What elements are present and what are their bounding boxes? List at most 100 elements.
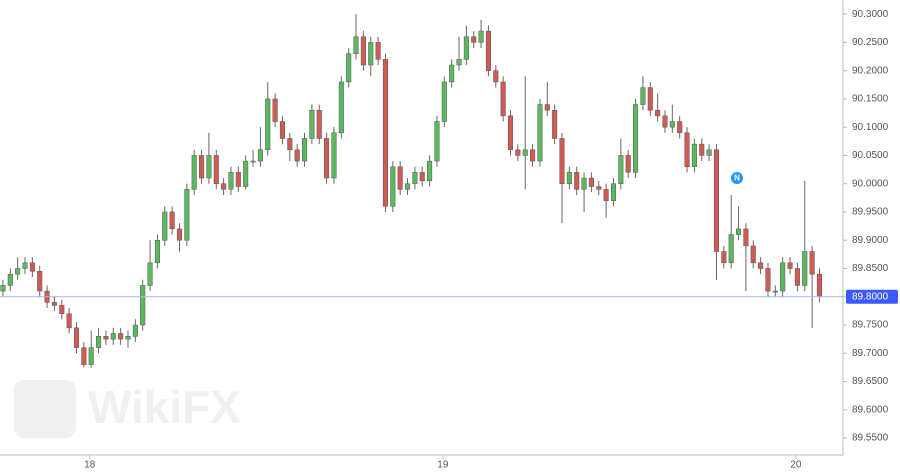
candle-body (691, 143, 697, 167)
candle-body (162, 211, 168, 241)
y-tick-label: 89.6000 (852, 404, 889, 415)
candle-body (243, 160, 249, 187)
candle-body (22, 262, 28, 269)
candle-body (434, 121, 440, 162)
candle-body (199, 155, 205, 179)
candle-body (154, 239, 160, 264)
candle-body (736, 228, 742, 235)
candle-body (176, 228, 183, 241)
candle-body (272, 98, 278, 122)
candle-body (427, 160, 433, 182)
price-label-box (846, 289, 898, 304)
candle-body (257, 149, 263, 162)
candle-body (640, 87, 646, 105)
candle-body (471, 36, 477, 43)
y-tick-label: 89.5500 (852, 433, 889, 444)
candle-body (66, 313, 72, 329)
candle-body (265, 98, 271, 151)
candle-body (463, 36, 469, 60)
candle-body (530, 149, 536, 162)
candle-body (515, 149, 521, 156)
candle-body (221, 183, 227, 190)
candle-body (206, 155, 212, 179)
candle-body (441, 81, 447, 122)
y-tick-label: 90.1500 (852, 94, 889, 105)
candle-body (59, 304, 65, 314)
candle-body (96, 336, 102, 348)
candles (0, 14, 822, 368)
candle-body (765, 268, 771, 292)
candle-body (331, 132, 337, 179)
candle-body (699, 143, 705, 156)
watermark: WikiFX (14, 380, 241, 438)
candle-body (250, 160, 256, 163)
candle-body (566, 172, 572, 184)
candle-body (279, 121, 286, 139)
candle-body (449, 64, 455, 83)
candle-body (478, 30, 484, 43)
event-marker[interactable] (731, 172, 743, 184)
candle-body (360, 36, 366, 66)
candle-body (713, 149, 720, 252)
candle-body (522, 149, 528, 156)
candle-body (677, 121, 683, 134)
candle-body (404, 183, 411, 190)
candle-body (140, 285, 146, 326)
candle-body (655, 109, 661, 117)
candle-body (456, 59, 462, 66)
candle-body (618, 155, 624, 184)
candle-body (493, 70, 499, 83)
candle-body (346, 53, 352, 83)
candle-body (610, 183, 617, 201)
x-tick-label: 18 (84, 460, 96, 471)
candle-body (213, 155, 219, 184)
candle-body (603, 189, 609, 201)
candle-body (743, 228, 749, 247)
y-tick-label: 90.0000 (852, 178, 889, 189)
candle-body (184, 189, 190, 241)
candle-body (15, 268, 21, 275)
candle-body (419, 172, 425, 182)
candle-body (706, 149, 712, 156)
x-tick-label: 20 (790, 460, 802, 471)
candle-body (721, 251, 727, 264)
candle-body (750, 245, 756, 264)
candle-body (728, 234, 734, 264)
candle-body (662, 115, 668, 128)
candle-body (787, 262, 793, 269)
candle-body (294, 149, 300, 162)
candle-body (772, 290, 778, 293)
y-tick-label: 89.7000 (852, 348, 889, 359)
candle-body (169, 211, 175, 230)
candle-body (669, 121, 675, 128)
candle-body (309, 109, 315, 139)
candle-body (73, 327, 80, 348)
y-tick-label: 89.6500 (852, 376, 889, 387)
candle-body (324, 138, 330, 179)
candle-body (559, 138, 565, 184)
candle-body (552, 109, 558, 139)
candle-body (596, 186, 602, 190)
candle-body (88, 347, 94, 365)
candle-body (37, 271, 43, 292)
candle-body (302, 138, 308, 162)
candle-body (588, 177, 594, 187)
candle-body (780, 262, 786, 292)
candle-body (647, 87, 653, 111)
candle-body (758, 262, 764, 269)
event-marker-label[interactable]: N (734, 174, 740, 183)
y-tick-label: 90.2000 (852, 65, 889, 76)
candle-body (125, 336, 131, 340)
candle-body (191, 155, 197, 190)
x-tick-label: 19 (437, 460, 449, 471)
candle-body (368, 42, 374, 66)
y-tick-label: 90.1000 (852, 122, 889, 133)
candle-body (287, 138, 293, 151)
candle-body (412, 172, 418, 184)
candle-body (0, 285, 6, 292)
y-tick-label: 89.9000 (852, 235, 889, 246)
candle-body (7, 273, 13, 286)
y-tick-label: 89.7500 (852, 320, 889, 331)
